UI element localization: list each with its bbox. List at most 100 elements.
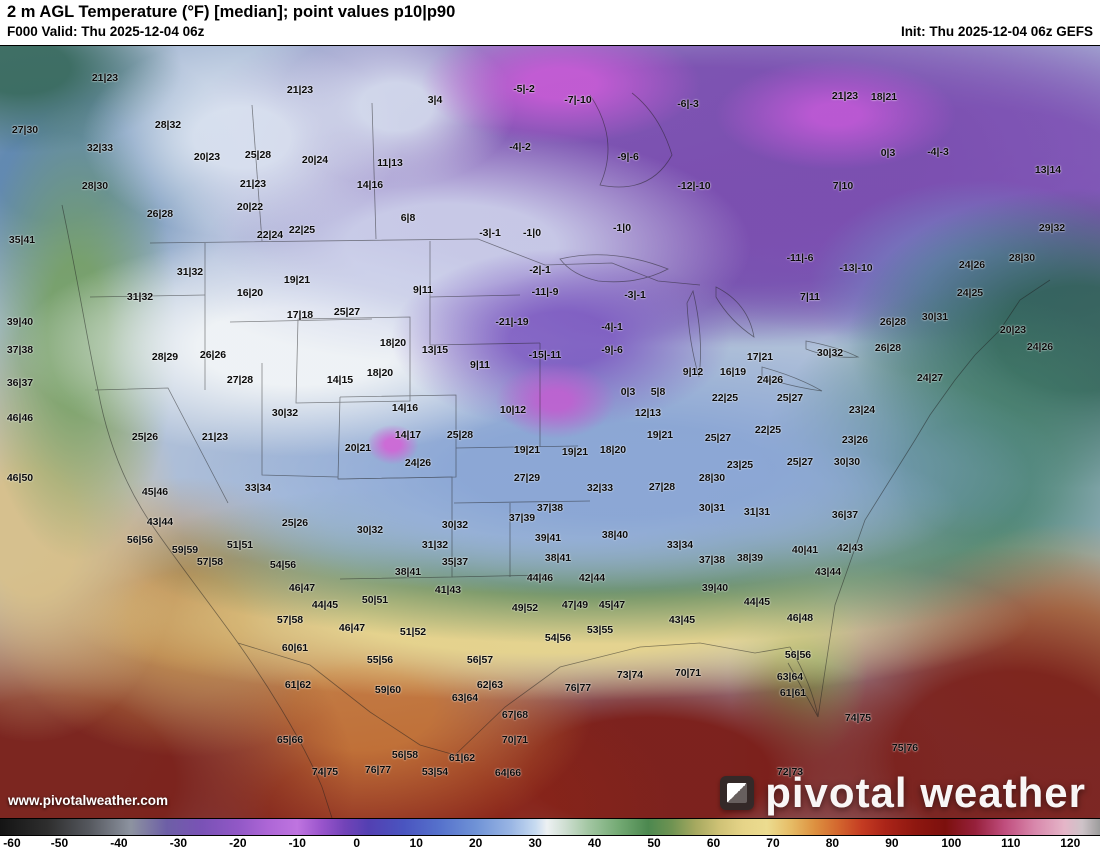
point-value-label: -12|-10 — [677, 179, 711, 192]
point-value-label: 31|32 — [126, 290, 154, 303]
point-value-label: 24|25 — [956, 286, 984, 299]
point-value-label: 37|38 — [536, 501, 564, 514]
point-value-label: 30|32 — [356, 523, 384, 536]
colorbar-tick-label: 80 — [825, 836, 840, 850]
point-value-label: 30|31 — [698, 501, 726, 514]
point-value-label: -13|-10 — [839, 261, 873, 274]
point-value-label: 23|24 — [848, 403, 876, 416]
point-value-label: 25|28 — [244, 148, 272, 161]
colorbar-tick-label: -30 — [169, 836, 188, 850]
point-value-label: 44|45 — [743, 595, 771, 608]
colorbar-tick-label: -20 — [229, 836, 247, 850]
point-value-label: 61|62 — [284, 678, 312, 691]
point-value-label: 18|21 — [870, 90, 898, 103]
watermark-brand: pivotal weather — [720, 772, 1086, 814]
point-value-label: 13|14 — [1034, 163, 1062, 176]
point-value-label: 35|37 — [441, 555, 469, 568]
watermark-brand-text: pivotal weather — [765, 769, 1086, 816]
point-value-label: 26|28 — [879, 315, 907, 328]
point-value-label: 28|30 — [698, 471, 726, 484]
point-value-label: 32|33 — [86, 141, 114, 154]
point-value-label: 14|17 — [394, 428, 422, 441]
point-value-label: 20|23 — [193, 150, 221, 163]
point-value-label: 63|64 — [451, 691, 479, 704]
point-value-label: -6|-3 — [677, 97, 699, 110]
point-value-label: 25|26 — [131, 430, 159, 443]
point-value-label: 51|51 — [226, 538, 254, 551]
point-value-label: 76|77 — [364, 763, 392, 776]
point-value-label: 38|40 — [601, 528, 629, 541]
point-value-label: 49|52 — [511, 601, 539, 614]
point-value-label: 24|26 — [958, 258, 986, 271]
point-value-label: 44|45 — [311, 598, 339, 611]
point-value-label: 38|39 — [736, 551, 764, 564]
point-value-label: 26|28 — [874, 341, 902, 354]
point-value-label: 32|33 — [586, 481, 614, 494]
point-value-label: 43|44 — [146, 515, 174, 528]
valid-time-label: F000 Valid: Thu 2025-12-04 06z — [7, 24, 205, 39]
point-value-label: 54|56 — [544, 631, 572, 644]
point-value-label: 36|37 — [6, 376, 34, 389]
point-value-label: 73|74 — [616, 668, 644, 681]
point-value-label: 33|34 — [244, 481, 272, 494]
point-value-label: 59|59 — [171, 543, 199, 556]
point-value-label: 36|37 — [831, 508, 859, 521]
point-value-label: 39|40 — [6, 315, 34, 328]
colorbar-tick-label: 70 — [766, 836, 780, 850]
point-value-label: 9|11 — [413, 283, 433, 296]
state-borders-overlay — [61, 92, 1051, 818]
temperature-colorbar: -60 -50 -40 -30 -20 -10 0 10 20 30 40 50 60 70 80 90 100… — [0, 818, 1100, 850]
point-value-label: 28|30 — [1008, 251, 1036, 264]
point-value-label: 26|26 — [199, 348, 227, 361]
point-value-label: -11|-9 — [531, 285, 559, 298]
map-canvas: www.pivotalweather.com pivotal weather 2… — [0, 45, 1100, 818]
point-value-label: 6|8 — [400, 211, 416, 224]
point-value-label: 0|3 — [620, 385, 636, 398]
point-value-label: 23|25 — [726, 458, 754, 471]
point-value-label: 23|26 — [841, 433, 869, 446]
colorbar-tick-label: 60 — [706, 836, 721, 850]
point-value-label: 21|23 — [91, 71, 119, 84]
point-value-label: 25|27 — [776, 391, 804, 404]
point-value-label: 22|25 — [288, 223, 316, 236]
point-value-label: -4|-1 — [601, 320, 623, 333]
point-value-label: 16|19 — [719, 365, 747, 378]
point-value-label: 21|23 — [201, 430, 229, 443]
point-value-label: 39|40 — [701, 581, 729, 594]
point-value-label: -11|-6 — [786, 251, 814, 264]
init-time-label: Init: Thu 2025-12-04 06z GEFS — [900, 24, 1093, 39]
point-value-label: 28|30 — [81, 179, 109, 192]
point-value-label: -1|0 — [522, 226, 542, 239]
point-value-label: -4|-3 — [927, 145, 949, 158]
point-value-label: 31|32 — [421, 538, 449, 551]
point-value-label: 27|28 — [648, 480, 676, 493]
point-value-label: 56|57 — [466, 653, 494, 666]
point-value-label: 46|47 — [338, 621, 366, 634]
point-value-label: 38|41 — [394, 565, 422, 578]
point-value-label: 18|20 — [366, 366, 394, 379]
colorbar-tick-label: 100 — [941, 836, 962, 850]
point-value-label: 56|56 — [126, 533, 154, 546]
point-value-label: 24|26 — [404, 456, 432, 469]
point-value-label: 24|26 — [756, 373, 784, 386]
point-value-label: 0|3 — [880, 146, 896, 159]
point-value-label: 37|38 — [698, 553, 726, 566]
point-value-label: 42|44 — [578, 571, 606, 584]
point-value-label: 9|11 — [470, 358, 490, 371]
colorbar-tick-label: 50 — [647, 836, 661, 850]
point-value-label: 28|29 — [151, 350, 179, 363]
point-value-label: 20|24 — [301, 153, 329, 166]
point-value-label: 33|34 — [666, 538, 694, 551]
point-value-label: 63|64 — [776, 670, 804, 683]
point-value-label: 20|23 — [999, 323, 1027, 336]
point-value-label: -15|-11 — [528, 348, 562, 361]
point-value-label: 44|46 — [526, 571, 554, 584]
point-value-label: 61|62 — [448, 751, 476, 764]
point-value-label: 64|66 — [494, 766, 522, 779]
point-value-label: -3|-1 — [624, 288, 646, 301]
point-value-label: 7|11 — [800, 290, 820, 303]
point-value-label: 70|71 — [501, 733, 529, 746]
point-value-label: 3|4 — [427, 93, 443, 106]
point-value-label: 65|66 — [276, 733, 304, 746]
point-value-label: 54|56 — [269, 558, 297, 571]
